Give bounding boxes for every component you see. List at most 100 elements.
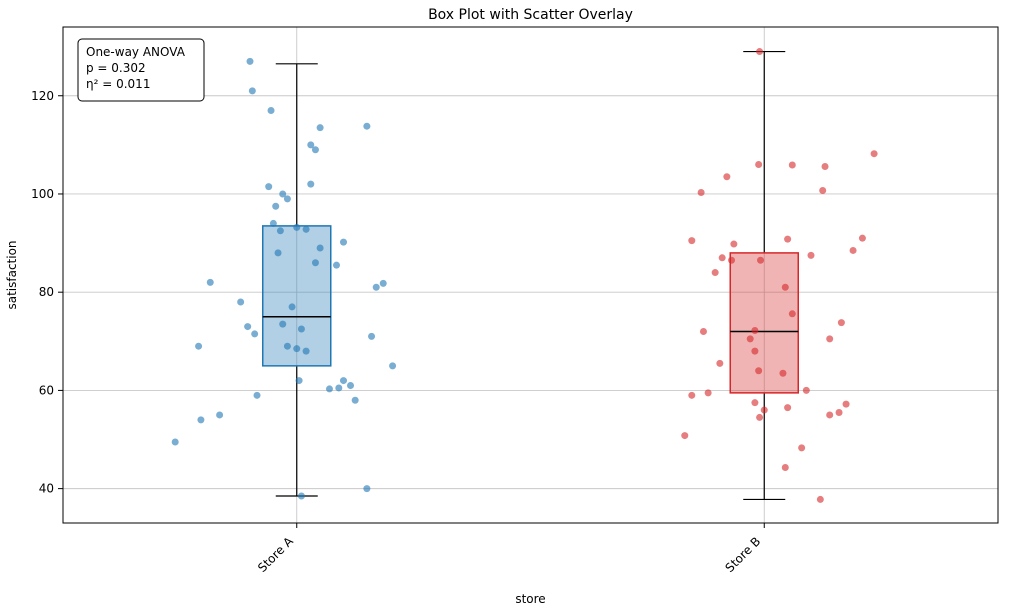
scatter-point xyxy=(332,261,340,269)
scatter-point xyxy=(251,330,259,338)
scatter-point xyxy=(279,190,287,198)
scatter-point xyxy=(340,377,347,385)
scatter-point xyxy=(195,342,203,350)
annotation-line-1: p = 0.302 xyxy=(86,61,146,75)
scatter-point xyxy=(351,396,359,404)
scatter-point xyxy=(274,249,282,257)
scatter-point xyxy=(755,367,763,375)
scatter-point xyxy=(751,326,759,334)
scatter-point xyxy=(798,444,806,452)
scatter-point xyxy=(253,391,261,399)
scatter-point xyxy=(363,122,371,130)
y-tick-label: 100 xyxy=(31,187,54,201)
scatter-point xyxy=(751,399,759,407)
scatter-point xyxy=(779,369,787,377)
scatter-point xyxy=(728,256,736,264)
scatter-point xyxy=(302,225,310,233)
scatter-point xyxy=(379,279,387,287)
scatter-point xyxy=(248,87,256,95)
scatter-point xyxy=(316,124,324,132)
scatter-point xyxy=(316,244,324,252)
scatter-point xyxy=(746,335,754,343)
scatter-point xyxy=(757,256,765,264)
scatter-point xyxy=(781,283,789,291)
scatter-point xyxy=(295,377,303,385)
scatter-point xyxy=(784,235,792,243)
scatter-point xyxy=(788,310,796,318)
scatter-point xyxy=(389,362,397,370)
scatter-point xyxy=(842,400,850,408)
y-axis-label: satisfaction xyxy=(5,240,19,309)
scatter-point xyxy=(265,183,273,191)
scatter-point xyxy=(171,438,179,446)
scatter-point xyxy=(819,187,827,195)
annotation-line-2: η² = 0.011 xyxy=(86,77,150,91)
scatter-point xyxy=(269,219,277,227)
scatter-point xyxy=(802,386,810,394)
x-tick-label: Store A xyxy=(255,534,296,575)
scatter-point xyxy=(293,345,301,353)
scatter-point xyxy=(781,464,789,472)
scatter-point xyxy=(723,173,731,181)
scatter-point xyxy=(704,389,712,397)
scatter-point xyxy=(307,180,315,188)
plot-frame xyxy=(62,26,999,524)
scatter-point xyxy=(697,188,705,196)
scatter-point xyxy=(267,106,275,114)
scatter-point xyxy=(688,237,696,245)
scatter-point xyxy=(297,492,305,500)
scatter-point xyxy=(206,278,214,286)
scatter-point xyxy=(302,347,310,355)
scatter-point xyxy=(307,141,315,149)
scatter-point xyxy=(276,227,284,235)
y-tick-label: 80 xyxy=(39,285,54,299)
scatter-point xyxy=(718,254,726,262)
box-store-b xyxy=(729,252,799,394)
y-tick-label: 60 xyxy=(39,383,54,397)
scatter-point xyxy=(826,411,834,419)
scatter-point xyxy=(363,485,371,493)
scatter-point xyxy=(816,495,824,503)
scatter-point xyxy=(272,202,280,210)
y-tick-label: 40 xyxy=(39,482,54,496)
scatter-point xyxy=(237,298,245,306)
scatter-point xyxy=(858,234,866,242)
scatter-point xyxy=(821,162,829,170)
scatter-point xyxy=(325,385,333,393)
scatter-point xyxy=(751,347,759,355)
scatter-point xyxy=(760,406,768,414)
scatter-point xyxy=(870,150,878,158)
annotation-line-0: One-way ANOVA xyxy=(86,45,186,59)
scatter-point xyxy=(246,57,254,65)
scatter-point xyxy=(784,404,792,412)
scatter-point xyxy=(279,320,287,328)
chart-title: Box Plot with Scatter Overlay xyxy=(428,7,633,23)
scatter-point xyxy=(288,303,296,311)
scatter-point xyxy=(807,251,815,259)
x-axis-label: store xyxy=(515,592,545,606)
y-tick-label: 120 xyxy=(31,89,54,103)
scatter-point xyxy=(699,327,707,335)
scatter-point xyxy=(311,146,319,154)
scatter-point xyxy=(826,335,834,343)
scatter-point xyxy=(756,48,764,56)
scatter-point xyxy=(197,416,205,424)
scatter-point xyxy=(837,319,845,327)
scatter-point xyxy=(755,161,763,169)
scatter-point xyxy=(368,332,376,340)
scatter-point xyxy=(311,259,319,267)
scatter-point xyxy=(293,223,301,231)
scatter-point xyxy=(347,381,355,389)
scatter-point xyxy=(711,269,719,277)
scatter-point xyxy=(730,240,738,248)
scatter-point xyxy=(244,323,252,331)
scatter-point xyxy=(681,432,689,440)
scatter-point xyxy=(372,283,380,291)
scatter-point xyxy=(756,413,764,421)
scatter-point xyxy=(849,246,857,254)
scatter-point xyxy=(297,325,305,333)
scatter-point xyxy=(283,195,291,203)
scatter-point xyxy=(835,409,843,417)
